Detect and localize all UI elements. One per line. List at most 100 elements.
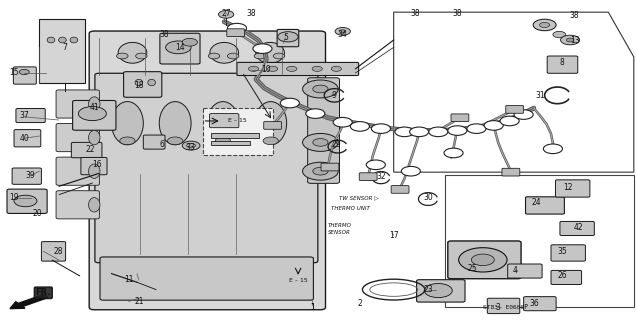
- Text: 18: 18: [134, 81, 143, 90]
- Circle shape: [166, 41, 191, 54]
- Circle shape: [533, 19, 556, 31]
- FancyBboxPatch shape: [551, 270, 582, 284]
- Circle shape: [313, 85, 328, 93]
- FancyBboxPatch shape: [359, 173, 377, 180]
- Ellipse shape: [89, 164, 100, 179]
- Text: 23: 23: [423, 285, 433, 294]
- Text: SENSOR: SENSOR: [328, 230, 351, 236]
- FancyBboxPatch shape: [547, 56, 578, 73]
- Circle shape: [566, 38, 574, 42]
- Text: 25: 25: [468, 264, 478, 273]
- FancyBboxPatch shape: [321, 163, 339, 171]
- Text: THERMO: THERMO: [328, 223, 352, 228]
- FancyBboxPatch shape: [89, 31, 326, 310]
- Bar: [203, 108, 273, 155]
- Bar: [211, 133, 259, 138]
- FancyBboxPatch shape: [451, 114, 469, 122]
- Ellipse shape: [89, 130, 100, 145]
- Circle shape: [561, 35, 580, 45]
- Ellipse shape: [210, 43, 239, 63]
- Ellipse shape: [111, 101, 143, 145]
- Circle shape: [208, 53, 220, 59]
- Circle shape: [312, 66, 322, 71]
- FancyBboxPatch shape: [95, 73, 318, 263]
- FancyBboxPatch shape: [16, 108, 45, 123]
- Text: 20: 20: [32, 209, 42, 218]
- Circle shape: [117, 53, 128, 59]
- Text: 12: 12: [564, 183, 573, 192]
- FancyBboxPatch shape: [143, 135, 165, 149]
- Circle shape: [303, 162, 338, 180]
- Text: 40: 40: [19, 134, 29, 143]
- Ellipse shape: [89, 197, 100, 212]
- FancyBboxPatch shape: [417, 280, 465, 302]
- Text: 17: 17: [389, 231, 399, 240]
- Text: 5: 5: [283, 33, 288, 42]
- Text: 28: 28: [54, 247, 63, 256]
- Text: 38: 38: [569, 11, 580, 20]
- Circle shape: [268, 66, 278, 71]
- FancyBboxPatch shape: [551, 245, 585, 261]
- Ellipse shape: [59, 37, 66, 43]
- Circle shape: [371, 124, 390, 133]
- Circle shape: [280, 98, 299, 108]
- Ellipse shape: [255, 43, 284, 63]
- Text: 13: 13: [569, 36, 580, 45]
- Circle shape: [215, 137, 231, 145]
- FancyBboxPatch shape: [391, 186, 409, 193]
- Circle shape: [331, 66, 341, 71]
- Text: 27: 27: [221, 9, 231, 18]
- Circle shape: [350, 122, 369, 131]
- Ellipse shape: [118, 43, 147, 63]
- Circle shape: [254, 53, 266, 59]
- Circle shape: [227, 23, 247, 33]
- Text: 22: 22: [86, 145, 95, 154]
- FancyBboxPatch shape: [309, 140, 331, 159]
- Circle shape: [459, 248, 507, 272]
- Text: 6: 6: [159, 140, 164, 149]
- Text: 14: 14: [175, 43, 185, 52]
- Ellipse shape: [255, 101, 287, 145]
- FancyBboxPatch shape: [264, 122, 282, 129]
- Circle shape: [366, 160, 385, 170]
- FancyBboxPatch shape: [56, 157, 99, 185]
- FancyBboxPatch shape: [502, 168, 520, 176]
- FancyBboxPatch shape: [526, 197, 564, 214]
- FancyBboxPatch shape: [56, 90, 99, 118]
- Circle shape: [335, 28, 350, 35]
- FancyBboxPatch shape: [277, 29, 299, 47]
- Text: 41: 41: [89, 103, 99, 112]
- FancyBboxPatch shape: [508, 264, 542, 278]
- Circle shape: [303, 80, 338, 98]
- Text: 38: 38: [247, 9, 257, 18]
- Circle shape: [19, 69, 29, 75]
- Text: 36: 36: [529, 299, 539, 308]
- FancyBboxPatch shape: [13, 67, 36, 84]
- Text: 33: 33: [185, 143, 195, 152]
- Text: 19: 19: [9, 193, 19, 202]
- Text: 10: 10: [261, 65, 271, 74]
- Circle shape: [263, 137, 278, 145]
- Ellipse shape: [148, 79, 155, 86]
- FancyBboxPatch shape: [210, 114, 239, 128]
- FancyBboxPatch shape: [73, 100, 116, 130]
- Text: 42: 42: [573, 223, 583, 232]
- Circle shape: [273, 53, 285, 59]
- Text: 26: 26: [557, 271, 567, 280]
- Ellipse shape: [164, 43, 193, 63]
- FancyBboxPatch shape: [81, 157, 107, 175]
- Circle shape: [514, 110, 533, 119]
- FancyBboxPatch shape: [309, 85, 331, 105]
- Ellipse shape: [70, 37, 78, 43]
- Text: 24: 24: [531, 198, 541, 207]
- FancyBboxPatch shape: [56, 191, 99, 219]
- Circle shape: [218, 11, 234, 18]
- FancyBboxPatch shape: [71, 142, 102, 158]
- Text: 16: 16: [92, 160, 102, 169]
- Text: TW SENSOR ▷: TW SENSOR ▷: [339, 195, 378, 200]
- FancyBboxPatch shape: [487, 298, 520, 314]
- Circle shape: [278, 32, 298, 42]
- Text: 9: 9: [331, 91, 336, 100]
- Text: 38: 38: [410, 9, 420, 18]
- Circle shape: [313, 167, 328, 175]
